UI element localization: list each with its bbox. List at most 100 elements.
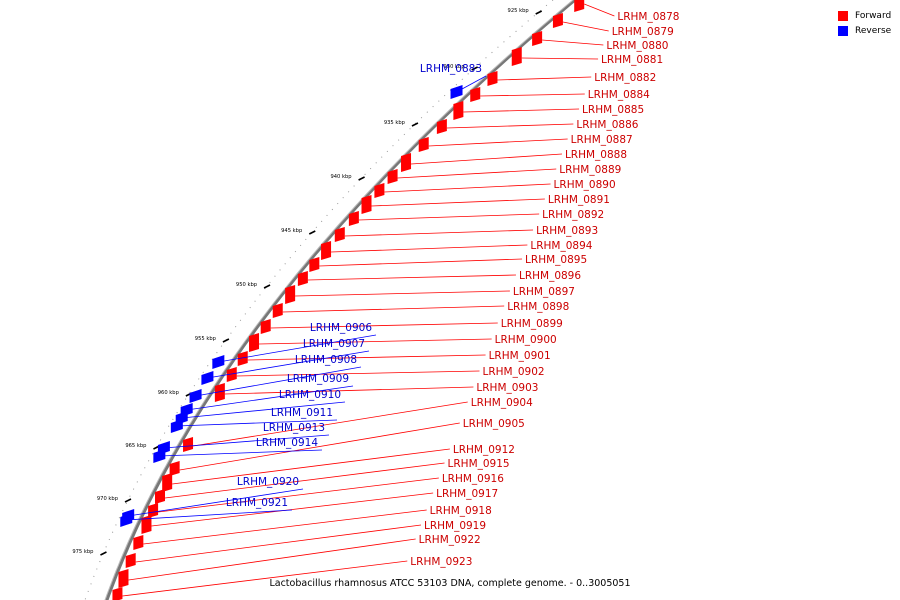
forward-leader-line	[463, 108, 580, 113]
scale-tick-label: 925 kbp	[508, 8, 530, 14]
forward-gene-label: LRHM_0922	[419, 534, 481, 546]
forward-leader-line	[236, 370, 480, 377]
forward-leader-line	[247, 354, 486, 361]
scale-tick	[124, 498, 132, 503]
forward-gene-block	[453, 101, 464, 120]
reverse-leader-line	[176, 419, 338, 427]
forward-leader-line	[584, 3, 615, 17]
reverse-gene-label: LRHM_0911	[271, 407, 333, 419]
scale-tick-label: 975 kbp	[72, 549, 94, 555]
forward-gene-block	[112, 587, 123, 600]
reverse-leader-line	[159, 449, 323, 457]
forward-gene-label: LRHM_0912	[453, 444, 515, 456]
forward-gene-block	[272, 303, 283, 318]
forward-gene-label: LRHM_0898	[507, 301, 569, 313]
scale-tick	[222, 338, 230, 343]
forward-gene-block	[260, 319, 271, 334]
scale-tick-label: 970 kbp	[97, 496, 119, 502]
forward-leader-line	[542, 39, 604, 46]
forward-leader-line	[135, 524, 422, 563]
forward-gene-label: LRHM_0896	[519, 270, 581, 282]
forward-gene-label: LRHM_0879	[612, 26, 674, 38]
forward-gene-block	[418, 137, 429, 152]
forward-gene-label: LRHM_0882	[594, 72, 656, 84]
scale-tick-label: 955 kbp	[195, 336, 217, 342]
reverse-gene-label: LRHM_0913	[263, 422, 325, 434]
legend-item-forward: Forward	[838, 8, 891, 23]
forward-gene-label: LRHM_0888	[565, 149, 627, 161]
forward-gene-label: LRHM_0905	[463, 418, 525, 430]
forward-gene-block	[125, 553, 136, 568]
forward-leader-line	[270, 322, 498, 329]
forward-gene-label: LRHM_0891	[548, 194, 610, 206]
forward-gene-label: LRHM_0901	[489, 350, 551, 362]
legend-label-reverse: Reverse	[855, 25, 892, 36]
forward-gene-label: LRHM_0889	[559, 164, 621, 176]
reverse-gene-label: LRHM_0910	[279, 389, 341, 401]
forward-gene-block	[118, 569, 129, 588]
forward-leader-line	[384, 183, 551, 193]
forward-gene-label: LRHM_0878	[617, 11, 679, 23]
forward-swatch	[838, 10, 848, 21]
forward-gene-label: LRHM_0893	[536, 225, 598, 237]
scale-tick-label: 930 kbp	[443, 64, 465, 70]
forward-gene-label: LRHM_0903	[476, 382, 538, 394]
reverse-gene-label: LRHM_0883	[420, 63, 482, 75]
reverse-gene-label: LRHM_0906	[310, 322, 372, 334]
forward-gene-block	[249, 333, 260, 352]
forward-gene-label: LRHM_0919	[424, 520, 486, 532]
reverse-leader-line	[195, 366, 362, 397]
scale-tick-label: 950 kbp	[236, 282, 258, 288]
forward-gene-block	[169, 461, 180, 476]
forward-gene-block	[436, 119, 447, 134]
scale-tick	[471, 66, 478, 71]
scale-tick	[308, 230, 316, 235]
forward-leader-line	[497, 76, 592, 81]
forward-leader-line	[428, 138, 568, 147]
forward-gene-block	[487, 71, 498, 86]
reverse-gene-label: LRHM_0920	[237, 476, 299, 488]
forward-gene-label: LRHM_0917	[436, 488, 498, 500]
scale-tick-label: 940 kbp	[330, 174, 352, 180]
forward-leader-line	[371, 198, 545, 207]
forward-gene-label: LRHM_0892	[542, 209, 604, 221]
forward-gene-block	[141, 515, 152, 534]
forward-gene-label: LRHM_0897	[513, 286, 575, 298]
forward-gene-block	[309, 257, 320, 272]
reverse-swatch	[838, 25, 848, 36]
forward-gene-block	[148, 503, 159, 518]
forward-leader-line	[397, 168, 557, 179]
forward-gene-label: LRHM_0916	[442, 473, 504, 485]
forward-leader-line	[179, 422, 460, 471]
forward-gene-block	[574, 0, 585, 12]
forward-leader-line	[331, 244, 528, 253]
forward-leader-line	[259, 338, 492, 345]
forward-gene-label: LRHM_0900	[495, 334, 557, 346]
scale-tick	[535, 10, 543, 15]
reverse-leader-line	[128, 488, 304, 517]
forward-gene-label: LRHM_0895	[525, 254, 587, 266]
reverse-gene-label: LRHM_0907	[303, 338, 365, 350]
reverse-leader-line	[456, 75, 487, 93]
forward-gene-block	[133, 535, 144, 550]
forward-gene-block	[183, 437, 194, 452]
reverse-leader-line	[218, 334, 377, 363]
forward-gene-label: LRHM_0899	[501, 318, 563, 330]
scale-tick-label: 935 kbp	[384, 120, 406, 126]
forward-gene-label: LRHM_0890	[554, 179, 616, 191]
forward-leader-line	[319, 258, 523, 267]
forward-leader-line	[358, 213, 540, 221]
genome-caption: Lactobacillus rhamnosus ATCC 53103 DNA, …	[269, 578, 631, 589]
forward-leader-line	[411, 153, 562, 165]
forward-gene-label: LRHM_0904	[471, 397, 533, 409]
scale-tick-label: 960 kbp	[158, 390, 180, 396]
forward-gene-block	[285, 285, 296, 304]
forward-leader-line	[164, 462, 445, 499]
forward-gene-label: LRHM_0881	[601, 54, 663, 66]
forward-gene-block	[155, 489, 166, 504]
scale-tick	[263, 284, 271, 289]
forward-leader-line	[122, 560, 408, 597]
reverse-gene-label: LRHM_0921	[226, 497, 288, 509]
